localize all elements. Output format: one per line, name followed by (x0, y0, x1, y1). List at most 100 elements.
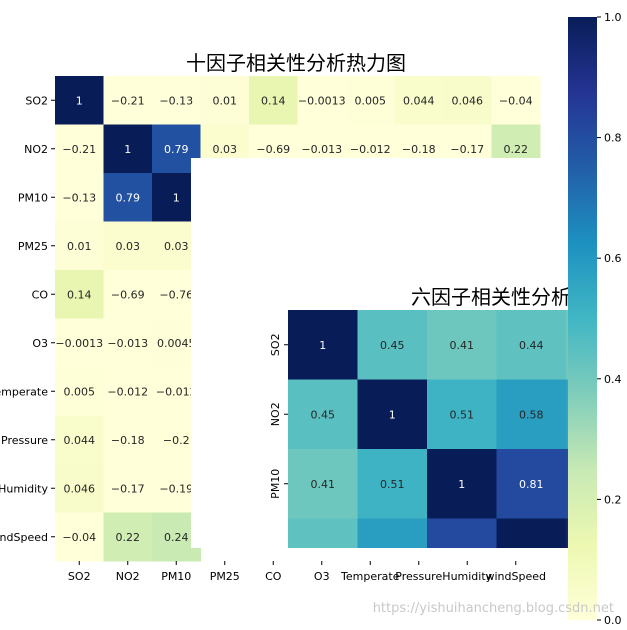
second-cell-label: 1 (389, 408, 396, 421)
main-cell (491, 76, 541, 125)
second-cell-label: 0.45 (311, 408, 336, 421)
main-cell-label: −0.13 (159, 94, 193, 107)
main-cell (394, 76, 444, 125)
main-x-tick-label: O3 (314, 570, 330, 583)
main-cell (55, 464, 104, 513)
second-y-tick-labels: SO2 NO2 PM10 (269, 333, 288, 499)
main-y-tick-label: PM25 (18, 240, 48, 253)
main-x-tick-label: Temperate (340, 570, 400, 583)
colorbar-tick-label: 0.2 (604, 493, 622, 506)
main-cell (55, 221, 104, 271)
main-cell-label: −0.13 (62, 191, 96, 204)
main-cell-label: −0.2 (163, 434, 190, 447)
main-cell (55, 173, 104, 222)
second-cell (357, 310, 428, 380)
main-cell-label: 1 (173, 191, 180, 204)
second-title: 六因子相关性分析 (411, 285, 571, 309)
main-cell-label: −0.013 (107, 337, 148, 350)
second-cell-label: 0.45 (380, 339, 405, 352)
second-cell (496, 449, 567, 519)
main-cell-label: 0.03 (116, 240, 141, 253)
main-y-tick-label: CO (32, 288, 49, 301)
second-cell-label: 1 (319, 339, 326, 352)
main-cell (249, 76, 298, 125)
main-cell-label: 0.01 (213, 94, 238, 107)
main-cell (55, 270, 104, 319)
second-cell-label: 1 (458, 478, 465, 491)
main-cell-label: 1 (124, 143, 131, 156)
second-cell (357, 379, 428, 450)
main-cell-label: −0.013 (301, 143, 342, 156)
main-cell-label: −0.04 (499, 94, 533, 107)
second-cell-label: 0.51 (380, 478, 405, 491)
second-cell (427, 518, 497, 548)
second-y-tick-label: NO2 (269, 402, 282, 426)
main-cell (297, 76, 347, 125)
main-cell-label: −0.17 (450, 143, 484, 156)
main-title: 十因子相关性分析热力图 (186, 51, 406, 75)
main-cell (103, 415, 153, 465)
main-x-tick-label: PM10 (161, 570, 191, 583)
main-y-tick-labels: SO2 NO2 PM10 PM25 CO O3 Temperate Pressure Humid… (0, 94, 55, 544)
main-cell-label: −0.21 (62, 143, 96, 156)
main-cell-label: 0.79 (116, 191, 141, 204)
second-cell (288, 449, 358, 519)
main-cell-label: 0.044 (64, 434, 96, 447)
main-cell-label: 0.22 (116, 531, 141, 544)
main-cell (103, 124, 153, 174)
second-cell (288, 310, 358, 380)
main-cell-label: 0.0045 (157, 337, 196, 350)
colorbar-ticks: 0.0 0.2 0.4 0.6 0.8 1.0 (597, 11, 622, 627)
second-cell-label: 0.58 (519, 408, 544, 421)
main-x-tick-label: Pressure (395, 570, 442, 583)
main-cell-label: 0.005 (64, 385, 96, 398)
main-cell-label: 0.044 (403, 94, 435, 107)
main-cell (443, 76, 492, 125)
main-y-tick-label: NO2 (24, 143, 48, 156)
main-cell (200, 76, 250, 125)
second-cell-label: 0.41 (450, 339, 475, 352)
main-cell-label: 0.14 (67, 288, 92, 301)
second-cell (427, 310, 497, 380)
main-cell (103, 76, 153, 125)
second-cell (496, 518, 567, 548)
second-cell-label: 0.51 (450, 408, 475, 421)
main-cell (103, 270, 153, 319)
second-cell (496, 310, 567, 380)
main-y-tick-label: windSpeed (0, 531, 48, 544)
main-cell (55, 124, 104, 174)
second-cell (288, 379, 358, 450)
second-cell (357, 518, 428, 548)
second-y-tick-label: SO2 (269, 333, 282, 356)
main-cell-label: 0.14 (261, 94, 286, 107)
main-cell (103, 318, 153, 368)
colorbar: 0.0 0.2 0.4 0.6 0.8 1.0 (568, 11, 622, 627)
main-x-tick-label: windSpeed (486, 570, 547, 583)
main-cell (55, 318, 104, 368)
second-cell (427, 379, 497, 450)
second-cell (288, 518, 358, 548)
main-y-tick-label: O3 (32, 337, 48, 350)
main-cell (152, 76, 201, 125)
second-cell-label: 0.44 (519, 339, 544, 352)
main-cell (103, 221, 153, 271)
main-y-tick-label: SO2 (25, 94, 48, 107)
main-cell-label: 1 (76, 94, 83, 107)
main-cell-label: −0.0013 (55, 337, 103, 350)
second-cell-label: 0.81 (519, 478, 544, 491)
main-cell-label: −0.012 (156, 385, 197, 398)
colorbar-tick-label: 1.0 (604, 11, 622, 24)
main-cell-label: −0.012 (350, 143, 391, 156)
main-cell (346, 76, 395, 125)
main-cell-label: 0.01 (67, 240, 92, 253)
main-x-tick-label: NO2 (116, 570, 140, 583)
main-cell (103, 512, 153, 562)
main-x-tick-label: PM25 (210, 570, 240, 583)
main-y-tick-label: Temperate (0, 385, 48, 398)
second-cell (357, 449, 428, 519)
colorbar-tick-label: 0.4 (604, 373, 622, 386)
main-cell (55, 415, 104, 465)
